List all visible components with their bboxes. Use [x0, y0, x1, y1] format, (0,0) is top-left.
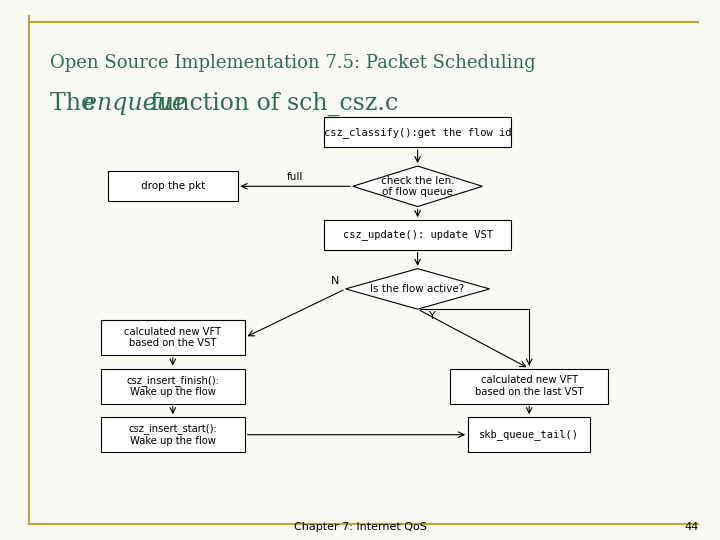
FancyBboxPatch shape	[324, 220, 511, 249]
Text: function of sch_csz.c: function of sch_csz.c	[143, 92, 397, 116]
Text: Y: Y	[428, 311, 436, 321]
Text: The: The	[50, 92, 103, 115]
Text: Is the flow active?: Is the flow active?	[371, 284, 464, 294]
Text: drop the pkt: drop the pkt	[140, 181, 205, 191]
Text: full: full	[287, 172, 303, 181]
FancyBboxPatch shape	[324, 117, 511, 147]
Polygon shape	[353, 166, 482, 206]
Polygon shape	[346, 268, 490, 309]
Text: enqueue: enqueue	[83, 92, 186, 115]
Text: csz_classify():get the flow id: csz_classify():get the flow id	[324, 127, 511, 138]
Text: check the len.
of flow queue: check the len. of flow queue	[381, 176, 454, 197]
FancyBboxPatch shape	[101, 369, 245, 404]
FancyBboxPatch shape	[108, 171, 238, 201]
Text: csz_update(): update VST: csz_update(): update VST	[343, 230, 492, 240]
Text: Open Source Implementation 7.5: Packet Scheduling: Open Source Implementation 7.5: Packet S…	[50, 54, 536, 72]
Text: csz_insert_start():
Wake up the flow: csz_insert_start(): Wake up the flow	[128, 423, 217, 446]
Text: calculated new VFT
based on the VST: calculated new VFT based on the VST	[125, 327, 221, 348]
FancyBboxPatch shape	[101, 417, 245, 453]
Text: 44: 44	[684, 522, 698, 531]
Text: N: N	[330, 276, 339, 286]
Text: skb_queue_tail(): skb_queue_tail()	[480, 429, 579, 440]
FancyBboxPatch shape	[468, 417, 590, 453]
FancyBboxPatch shape	[101, 320, 245, 355]
FancyBboxPatch shape	[450, 369, 608, 404]
Text: csz_insert_finish():
Wake up the flow: csz_insert_finish(): Wake up the flow	[127, 375, 219, 397]
Text: calculated new VFT
based on the last VST: calculated new VFT based on the last VST	[475, 375, 583, 397]
Text: Chapter 7: Internet QoS: Chapter 7: Internet QoS	[294, 522, 426, 531]
